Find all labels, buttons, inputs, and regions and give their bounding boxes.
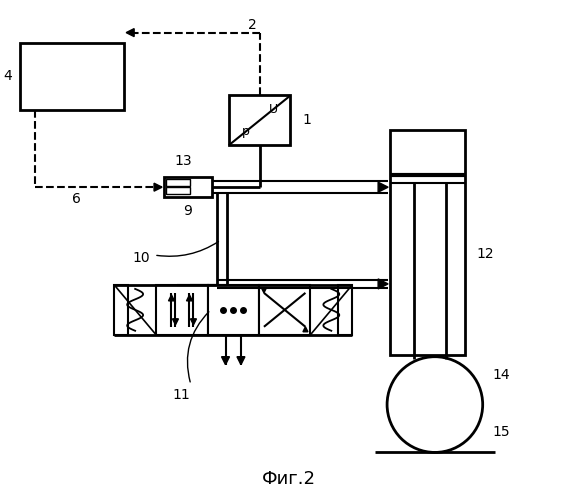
Bar	[259, 285, 310, 335]
Text: 15: 15	[493, 426, 510, 440]
Text: 9: 9	[183, 204, 193, 218]
Text: 2: 2	[248, 18, 257, 32]
Bar	[20, 42, 124, 110]
Bar	[166, 187, 190, 194]
Polygon shape	[154, 183, 162, 191]
Polygon shape	[221, 356, 229, 364]
Bar	[390, 130, 465, 354]
Polygon shape	[190, 319, 197, 325]
Bar	[156, 285, 208, 335]
Text: 1: 1	[302, 114, 311, 128]
Text: 12: 12	[477, 246, 494, 260]
Polygon shape	[186, 295, 193, 301]
Polygon shape	[378, 182, 388, 192]
Text: 4: 4	[3, 70, 12, 84]
Polygon shape	[262, 288, 266, 293]
Bar	[338, 285, 352, 335]
Bar	[208, 285, 259, 335]
Text: 10: 10	[132, 251, 150, 265]
Text: 14: 14	[493, 368, 510, 382]
FancyArrowPatch shape	[187, 312, 209, 382]
Circle shape	[387, 356, 482, 452]
FancyArrowPatch shape	[157, 242, 218, 256]
Bar	[229, 96, 290, 146]
Bar	[114, 285, 128, 335]
Text: U: U	[269, 103, 278, 116]
Text: 13: 13	[174, 154, 191, 168]
Bar	[164, 177, 212, 197]
Text: p: p	[242, 125, 250, 138]
Bar	[166, 179, 190, 186]
Text: Фиг.2: Фиг.2	[262, 470, 316, 488]
Polygon shape	[378, 279, 388, 289]
Polygon shape	[303, 327, 308, 332]
Text: 6: 6	[72, 192, 81, 206]
Polygon shape	[126, 28, 134, 36]
Text: 11: 11	[172, 388, 190, 402]
Polygon shape	[172, 319, 178, 325]
Polygon shape	[168, 295, 174, 301]
Polygon shape	[237, 356, 245, 364]
